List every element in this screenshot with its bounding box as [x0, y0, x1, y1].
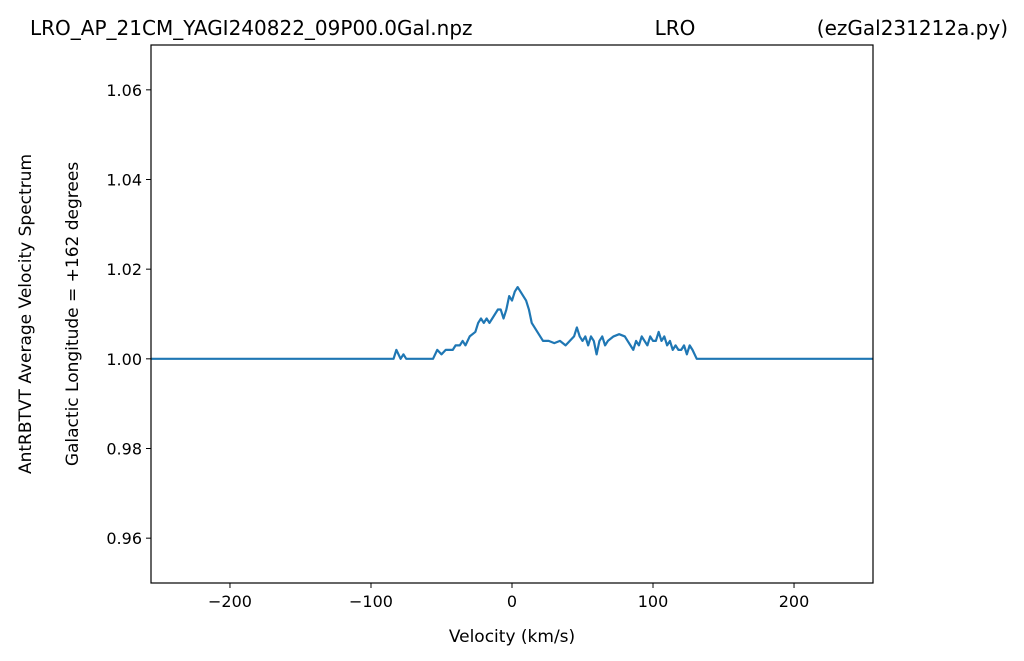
x-tick-label: 100 — [638, 592, 669, 611]
y-tick-label: 0.96 — [106, 529, 142, 548]
x-tick-label: −200 — [208, 592, 252, 611]
y-tick-label: 0.98 — [106, 440, 142, 459]
plot-frame — [150, 44, 874, 584]
y-tick-label: 1.06 — [106, 81, 142, 100]
y-axis-label: AntRBTVT Average Velocity Spectrum — [16, 154, 36, 474]
chart-title: LRO_AP_21CM_YAGI240822_09P00.0Gal.npz — [30, 16, 473, 40]
y-tick-label: 1.04 — [106, 171, 142, 190]
line-series — [151, 286, 873, 360]
x-tick-label: 200 — [779, 592, 810, 611]
y-axis-label-2: Galactic Longitude = +162 degrees — [63, 162, 83, 466]
y-tick-label: 1.00 — [106, 350, 142, 369]
x-axis-label: Velocity (km/s) — [449, 627, 575, 647]
chart-title-right: (ezGal231212a.py) — [817, 16, 1008, 40]
x-tick-label: 0 — [507, 592, 517, 611]
chart-title-center: LRO — [655, 16, 696, 40]
y-tick-label: 1.02 — [106, 260, 142, 279]
x-tick-label: −100 — [349, 592, 393, 611]
